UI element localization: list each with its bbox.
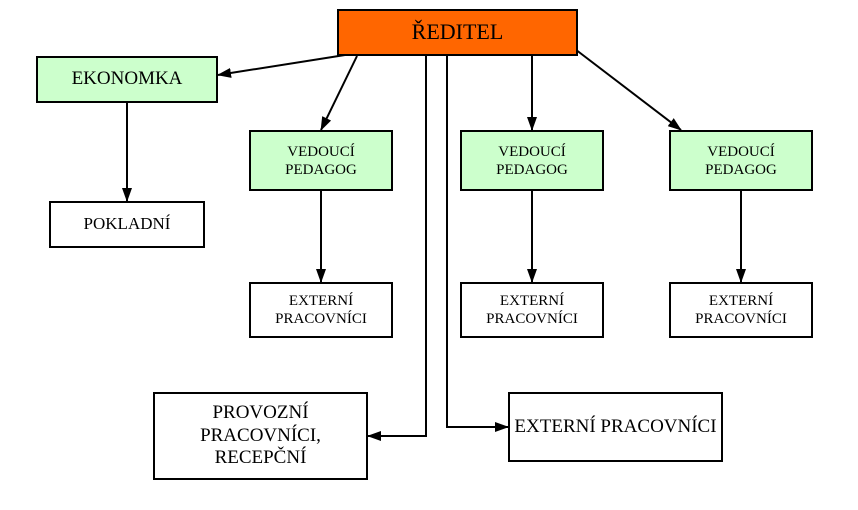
node-label: EXTERNÍ PRACOVNÍCI — [462, 292, 602, 328]
node-label: ŘEDITEL — [412, 19, 504, 45]
node-externi-big: EXTERNÍ PRACOVNÍCI — [508, 392, 723, 462]
node-vedouci3: VEDOUCÍ PEDAGOG — [669, 130, 813, 191]
node-pokladni: POKLADNÍ — [49, 201, 205, 248]
node-label: VEDOUCÍ PEDAGOG — [671, 143, 811, 179]
edge — [447, 56, 508, 427]
node-label: EXTERNÍ PRACOVNÍCI — [251, 292, 391, 328]
node-label: EXTERNÍ PRACOVNÍCI — [514, 416, 716, 439]
node-label: EKONOMKA — [72, 68, 183, 91]
node-vedouci1: VEDOUCÍ PEDAGOG — [249, 130, 393, 191]
node-label: POKLADNÍ — [84, 214, 171, 234]
node-reditel: ŘEDITEL — [337, 9, 578, 56]
edge — [368, 56, 426, 436]
edge — [321, 56, 357, 130]
node-label: VEDOUCÍ PEDAGOG — [251, 143, 391, 179]
node-label: EXTERNÍ PRACOVNÍCI — [671, 292, 811, 328]
node-externi2: EXTERNÍ PRACOVNÍCI — [460, 282, 604, 338]
edge — [571, 46, 681, 130]
node-label: PROVOZNÍ PRACOVNÍCI, RECEPČNÍ — [155, 402, 366, 470]
node-ekonomka: EKONOMKA — [36, 56, 218, 103]
node-externi1: EXTERNÍ PRACOVNÍCI — [249, 282, 393, 338]
node-vedouci2: VEDOUCÍ PEDAGOG — [460, 130, 604, 191]
edge — [218, 55, 345, 75]
node-externi3: EXTERNÍ PRACOVNÍCI — [669, 282, 813, 338]
node-label: VEDOUCÍ PEDAGOG — [462, 143, 602, 179]
node-provozni: PROVOZNÍ PRACOVNÍCI, RECEPČNÍ — [153, 392, 368, 480]
